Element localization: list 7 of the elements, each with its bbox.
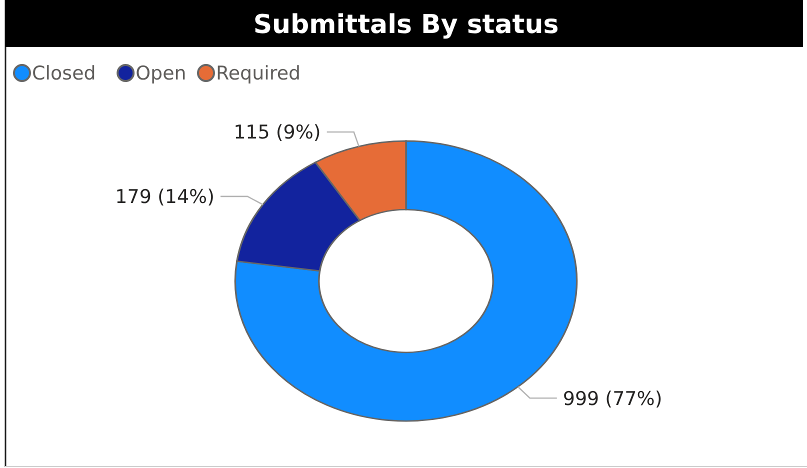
legend-label: Open [136, 62, 186, 85]
data-label: 999 (77%) [562, 388, 662, 410]
legend-label: Required [216, 62, 301, 85]
legend-label: Closed [32, 62, 96, 85]
chart-title: Submittals By status [253, 10, 559, 40]
data-label: 179 (14%) [115, 186, 215, 208]
data-label: 115 (9%) [234, 122, 321, 144]
